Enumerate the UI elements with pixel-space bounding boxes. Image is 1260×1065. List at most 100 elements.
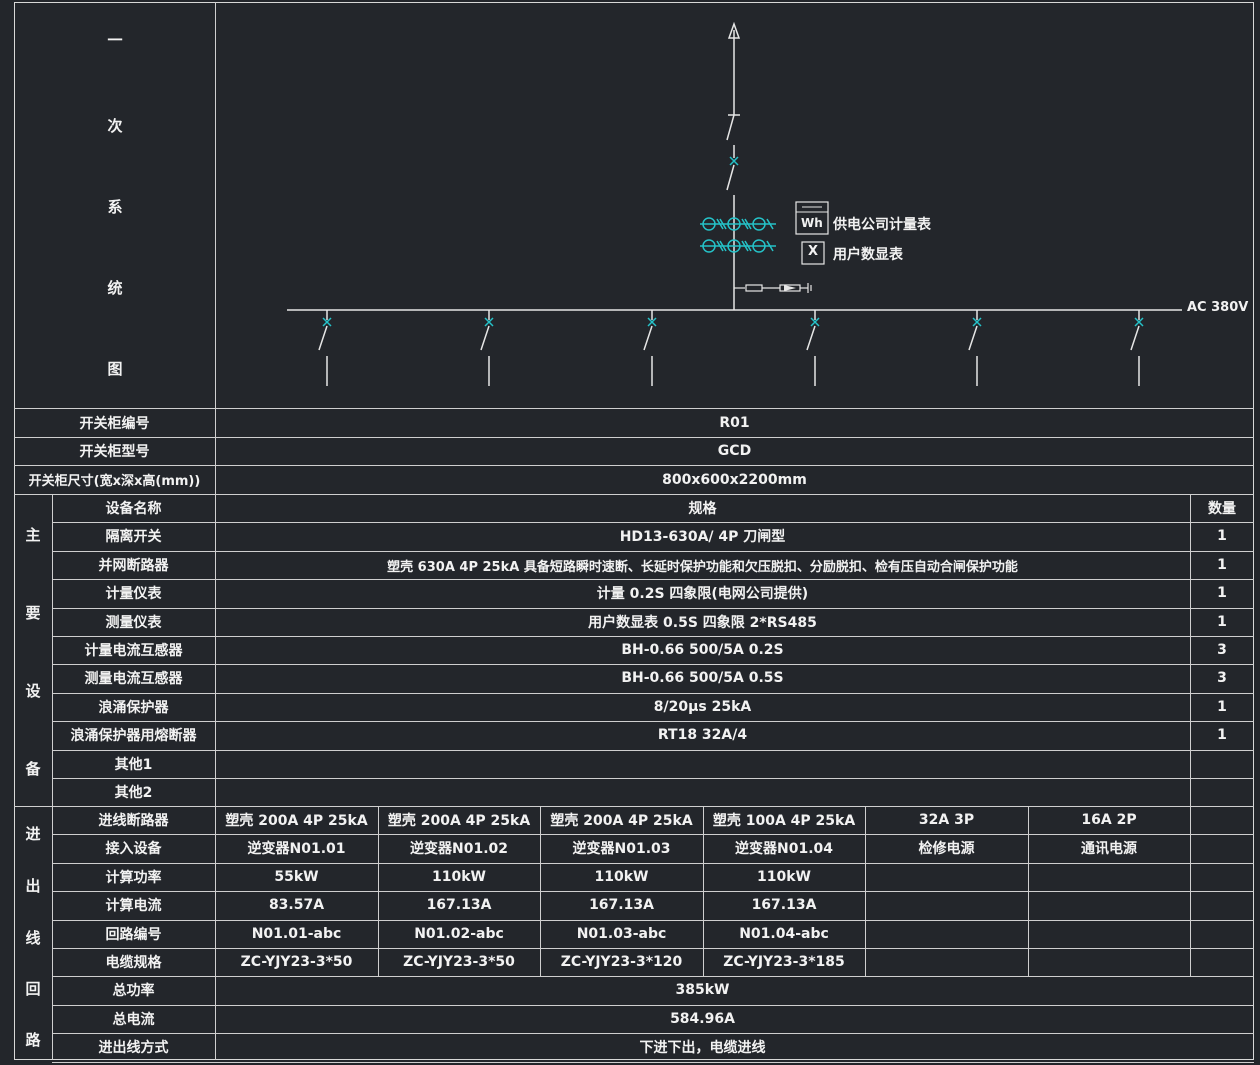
diagram-title-char-2: 次 (107, 117, 123, 135)
equipment-name: 其他1 (114, 757, 153, 773)
circuit-cell: 55kW (274, 869, 319, 885)
grid-line (52, 664, 1254, 665)
grid-line (52, 976, 1254, 977)
meter-symbol-wh: Wh (801, 216, 823, 230)
feeder-switch (806, 325, 816, 351)
feeder-switch (968, 325, 978, 351)
circuit-cell: N01.01-abc (251, 926, 342, 942)
circuit-cell (865, 920, 1028, 948)
circuit-cell: 32A 3P (918, 812, 975, 828)
cabinet-size-value: 800x600x2200mm (662, 471, 807, 488)
circuit-row-label: 电缆规格 (105, 955, 162, 971)
circuit-cell (1028, 920, 1190, 948)
equipment-spec: 计量 0.2S 四象限(电网公司提供) (596, 586, 809, 602)
circuit-cell (865, 948, 1028, 976)
single-line-diagram (287, 21, 1182, 386)
wiring-method-label: 进出线方式 (98, 1040, 169, 1056)
equipment-name: 计量电流互感器 (84, 643, 183, 659)
outgoing-feeder (1130, 310, 1144, 386)
circuit-cell: N01.04-abc (739, 926, 829, 942)
grid-line (52, 522, 1254, 523)
grid-line (1190, 494, 1191, 806)
cabinet-number-label: 开关柜编号 (79, 416, 150, 432)
grid-line (1190, 806, 1191, 976)
equipment-qty (1190, 750, 1254, 778)
user-meter-label: 用户数显表 (833, 247, 903, 263)
circuit-row-label: 接入设备 (105, 841, 162, 857)
supply-meter-label: 供电公司计量表 (833, 217, 931, 233)
equipment-name: 隔离开关 (105, 529, 162, 545)
equipment-spec: HD13-630A/ 4P 刀闸型 (619, 529, 786, 545)
bus-voltage-label: AC 380V (1187, 300, 1249, 315)
circuit-row-label: 回路编号 (105, 927, 162, 943)
equipment-name: 浪涌保护器用熔断器 (70, 728, 197, 744)
circuit-row-label: 进线断路器 (98, 813, 169, 829)
outgoing-feeder (968, 310, 982, 386)
circuit-section-char: 回 (25, 980, 41, 998)
circuit-cell: 167.13A (426, 897, 492, 913)
equipment-spec (215, 750, 1190, 778)
equipment-section-char: 要 (25, 604, 41, 622)
cabinet-model-value: GCD (717, 443, 752, 459)
circuit-cell: 塑壳 200A 4P 25kA (387, 813, 531, 829)
circuit-cell: 逆变器N01.02 (410, 841, 508, 857)
outgoing-feeder (643, 310, 657, 386)
cabinet-size-label: 开关柜尺寸(宽x深x高(mm)) (28, 474, 201, 489)
grid-line (52, 636, 1254, 637)
circuit-cell: ZC-YJY23-3*120 (560, 954, 683, 970)
cabinet-model-label: 开关柜型号 (79, 444, 150, 460)
equipment-name: 浪涌保护器 (98, 700, 169, 716)
grid-line (14, 408, 1254, 409)
equipment-qty: 1 (1217, 614, 1227, 630)
equipment-name: 测量仪表 (105, 615, 162, 631)
equipment-spec: 用户数显表 0.5S 四象限 2*RS485 (588, 615, 817, 631)
circuit-cell: 塑壳 200A 4P 25kA (550, 813, 693, 829)
drawing-frame (14, 2, 1254, 1060)
grid-line (14, 806, 1254, 807)
diagram-title-char-1: 一 (107, 31, 123, 49)
feeder-switch (318, 325, 328, 351)
meter-symbol-x: X (808, 244, 819, 259)
wiring-method-value: 下进下出，电缆进线 (639, 1040, 766, 1056)
feeder-switch (480, 325, 490, 351)
grid-line (52, 834, 1254, 835)
equipment-header-qty: 数量 (1208, 501, 1236, 517)
grid-line (52, 551, 1254, 552)
circuit-cell (1190, 834, 1254, 862)
grid-line (52, 778, 1254, 779)
equipment-qty: 3 (1217, 642, 1227, 658)
equipment-spec: 8/20μs 25kA (653, 699, 752, 715)
grid-line (52, 693, 1254, 694)
circuit-cell (1028, 948, 1190, 976)
equipment-name: 计量仪表 (105, 586, 162, 602)
grid-line (703, 806, 704, 976)
circuit-cell: 110kW (757, 869, 811, 885)
circuit-cell: 检修电源 (918, 841, 975, 857)
spd-fuse (745, 284, 763, 292)
energy-meter-box (795, 201, 829, 235)
diagram-title-char-5: 图 (107, 360, 123, 378)
circuit-cell (1190, 920, 1254, 948)
equipment-name: 测量电流互感器 (84, 671, 183, 687)
grid-line (52, 1005, 1254, 1006)
equipment-spec (215, 778, 1190, 806)
total-power-value: 385kW (675, 982, 730, 998)
circuit-cell: 逆变器N01.03 (572, 841, 671, 857)
circuit-section-char: 路 (25, 1031, 41, 1049)
breaker-cross (729, 156, 739, 166)
equipment-spec: BH-0.66 500/5A 0.5S (621, 670, 784, 686)
grid-line (14, 437, 1254, 438)
grid-line (52, 891, 1254, 892)
grid-line (52, 1033, 1254, 1034)
circuit-cell (1028, 863, 1190, 891)
cabinet-number-value: R01 (719, 415, 750, 431)
equipment-qty: 1 (1217, 557, 1227, 573)
grid-line (52, 721, 1254, 722)
feeder-switch (643, 325, 653, 351)
circuit-cell: 167.13A (751, 897, 817, 913)
total-current-label: 总电流 (112, 1012, 155, 1028)
circuit-cell: 16A 2P (1081, 812, 1137, 828)
equipment-qty: 1 (1217, 727, 1227, 743)
circuit-cell: 逆变器N01.01 (247, 841, 346, 857)
circuit-cell: 逆变器N01.04 (735, 841, 833, 857)
